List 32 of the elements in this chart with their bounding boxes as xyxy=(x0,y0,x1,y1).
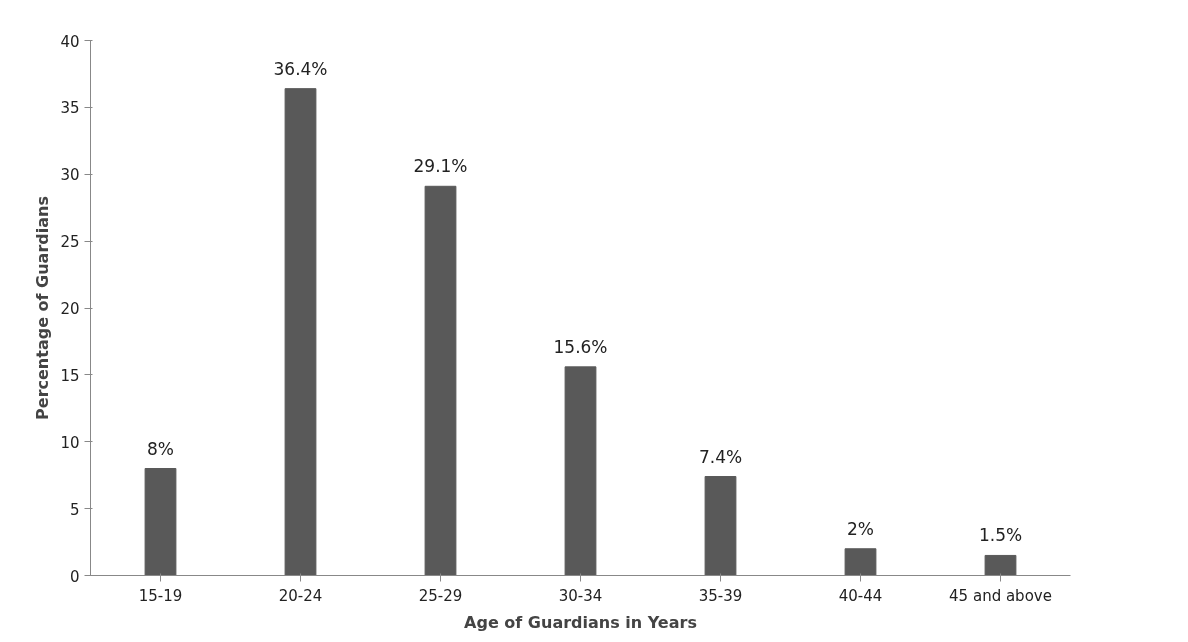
y-tick-label: 35 xyxy=(60,99,80,118)
bar xyxy=(284,88,317,576)
x-tick-label: 15-19 xyxy=(138,586,183,605)
y-tick-label: 30 xyxy=(60,166,80,185)
x-tick-label: 30-34 xyxy=(558,586,603,605)
y-tick-label: 5 xyxy=(69,500,80,519)
x-tick-label: 35-39 xyxy=(698,586,743,605)
data-label: 8% xyxy=(147,438,174,459)
x-tick-label: 45 and above xyxy=(949,586,1052,605)
x-tick-label: 25-29 xyxy=(418,586,463,605)
bar xyxy=(984,554,1017,576)
bar xyxy=(704,476,737,576)
data-label: 7.4% xyxy=(698,446,743,467)
y-tick-label: 15 xyxy=(60,366,80,385)
bar xyxy=(844,548,877,576)
data-label: 29.1% xyxy=(413,156,468,177)
data-label: 2% xyxy=(847,518,874,539)
bar xyxy=(144,468,177,576)
y-tick-label: 0 xyxy=(69,567,80,586)
data-label: 15.6% xyxy=(553,336,608,357)
bar xyxy=(424,185,457,576)
bar xyxy=(564,366,597,576)
data-label: 36.4% xyxy=(273,58,328,79)
y-tick-label: 40 xyxy=(60,32,80,51)
y-tick-label: 20 xyxy=(60,300,80,318)
y-tick-label: 25 xyxy=(60,233,80,252)
y-tick-label: 10 xyxy=(60,433,80,452)
x-tick-label: 40-44 xyxy=(838,586,883,605)
data-label: 1.5% xyxy=(978,525,1023,546)
x-tick-label: 20-24 xyxy=(278,586,323,605)
y-axis-title: Percentage of Guardians xyxy=(33,196,53,420)
x-axis-title: Age of Guardians in Years xyxy=(464,612,697,632)
